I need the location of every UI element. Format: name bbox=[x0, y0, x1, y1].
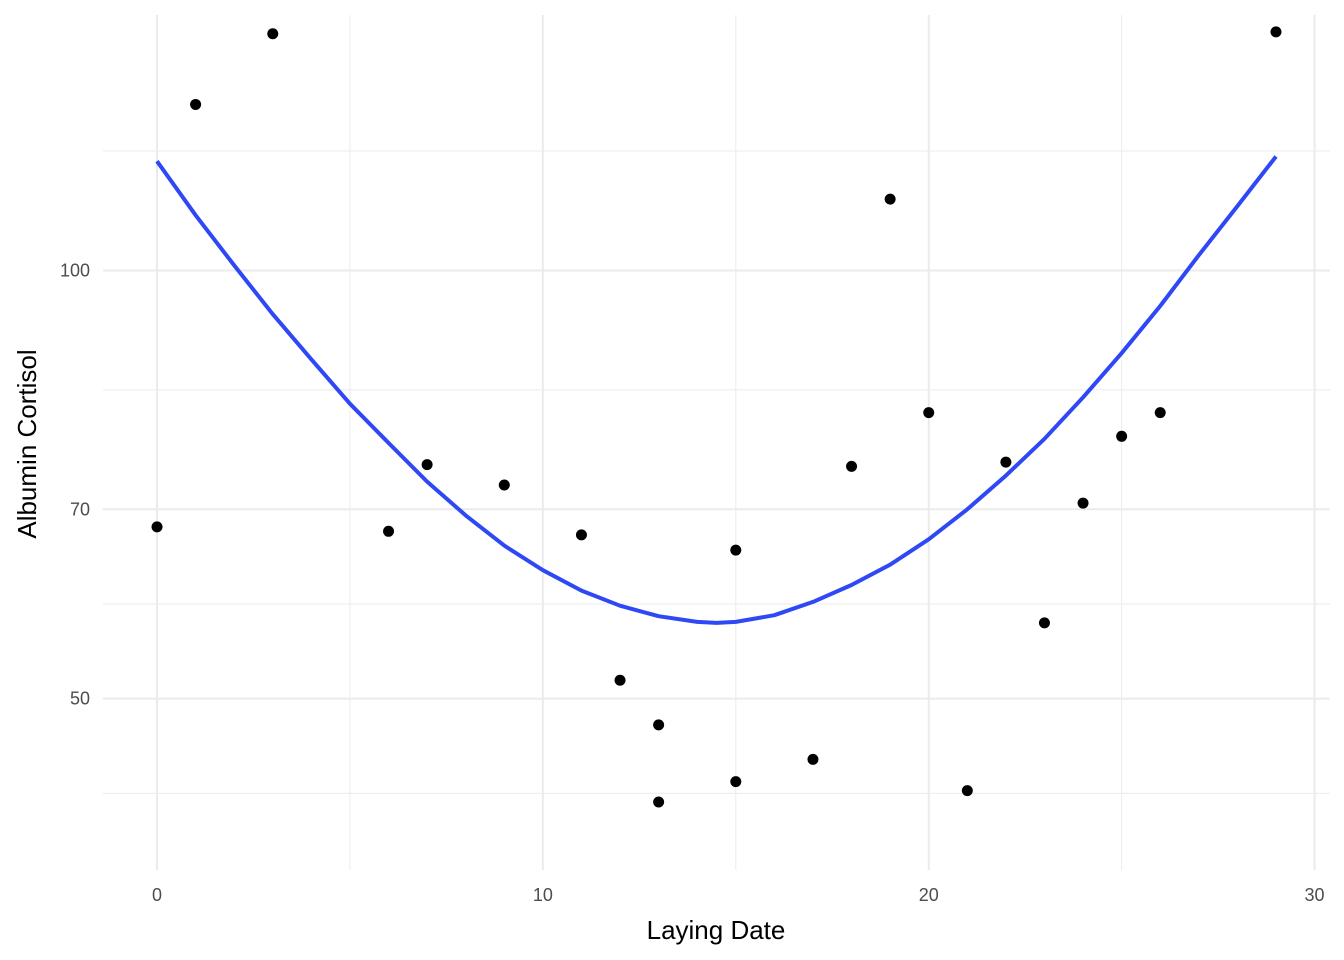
data-point bbox=[151, 521, 163, 533]
data-point bbox=[653, 796, 665, 808]
grid bbox=[103, 15, 1330, 870]
data-point bbox=[1116, 430, 1128, 442]
data-point bbox=[1000, 456, 1012, 468]
data-point bbox=[498, 479, 510, 491]
x-tick-label: 10 bbox=[533, 885, 553, 905]
data-point bbox=[614, 674, 626, 686]
data-point bbox=[421, 459, 433, 471]
data-point bbox=[653, 719, 665, 731]
data-point bbox=[1077, 497, 1089, 509]
data-point bbox=[575, 529, 587, 541]
x-tick-label: 20 bbox=[919, 885, 939, 905]
x-tick-label: 30 bbox=[1305, 885, 1325, 905]
y-tick-label: 70 bbox=[70, 499, 90, 519]
fit-curve-layer bbox=[155, 155, 1278, 625]
data-point bbox=[383, 525, 395, 537]
y-axis-title: Albumin Cortisol bbox=[12, 349, 42, 538]
data-point bbox=[730, 776, 742, 788]
fit-curve bbox=[155, 155, 1278, 625]
data-point bbox=[1270, 26, 1282, 38]
data-points bbox=[151, 26, 1282, 808]
data-point bbox=[807, 753, 819, 765]
data-point bbox=[190, 98, 202, 110]
y-tick-label: 50 bbox=[70, 689, 90, 709]
data-point bbox=[1038, 617, 1050, 629]
data-point bbox=[267, 28, 279, 40]
data-point bbox=[884, 193, 896, 205]
x-axis-title: Laying Date bbox=[647, 915, 786, 945]
data-point bbox=[923, 407, 935, 419]
data-point bbox=[730, 544, 742, 556]
axis-ticks: 0 10 20 30 50 70 100 bbox=[60, 260, 1325, 905]
data-point bbox=[1154, 407, 1166, 419]
y-tick-label: 100 bbox=[60, 260, 90, 280]
data-point bbox=[961, 785, 973, 797]
x-tick-label: 0 bbox=[152, 885, 162, 905]
data-point bbox=[846, 460, 858, 472]
